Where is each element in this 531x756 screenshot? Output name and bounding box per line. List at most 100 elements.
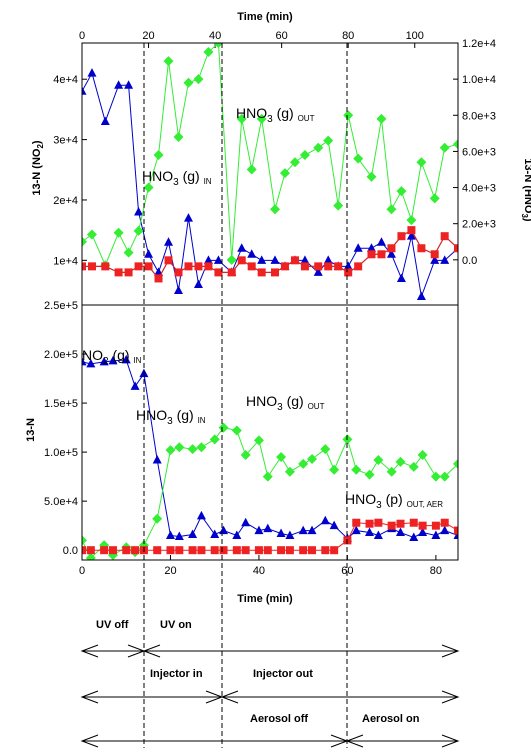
bottom-data-point — [166, 546, 175, 555]
top-data-point — [82, 236, 87, 247]
condition-arrowhead-left — [80, 734, 99, 748]
bottom-data-point — [240, 450, 251, 461]
ann-tail: IN — [133, 356, 141, 365]
top-data-point — [193, 74, 204, 85]
bottom-frame — [81, 304, 459, 561]
bottom-data-point — [174, 531, 184, 540]
top-data-point — [290, 256, 299, 265]
top-right-y-axis-title: 13-N (HNO3) — [520, 158, 531, 221]
bottom-data-point — [210, 529, 220, 538]
condition-arrowhead-left — [80, 690, 99, 704]
top-data-point — [333, 200, 344, 211]
top-data-point — [323, 135, 334, 146]
ann-after: (g) — [109, 347, 134, 363]
top-data-point — [279, 168, 290, 179]
top-data-point — [396, 273, 406, 282]
ann-after: (g) — [283, 393, 308, 409]
bottom-data-point — [386, 466, 397, 477]
bottom-data-point — [209, 434, 220, 445]
ann-sub: 3 — [267, 114, 273, 125]
top-plot-area — [82, 43, 458, 301]
bottom-data-point — [440, 525, 450, 535]
top-right-y-tick-label: 2.0e+3 — [462, 219, 496, 231]
top-data-point — [101, 262, 110, 271]
bottom-data-point — [241, 517, 251, 527]
bottom-data-point — [365, 527, 375, 537]
top-data-point — [343, 261, 353, 270]
annotation-hno3-in-top: HNO3 (g) IN — [142, 168, 212, 188]
bottom-data-point — [85, 553, 96, 560]
top-data-point — [237, 243, 247, 252]
top-data-point — [406, 215, 417, 226]
top-data-point — [123, 247, 134, 258]
bottom-data-point — [122, 546, 131, 555]
top-left-y-tick-label: 3e+4 — [53, 135, 78, 147]
top-data-point — [353, 243, 363, 252]
top-data-point — [406, 231, 416, 240]
bottom-data-point — [165, 445, 176, 456]
bottom-data-point — [231, 425, 242, 436]
bottom-data-point — [453, 458, 458, 469]
bottom-chart: 0204060800.05.0e+41.0e+51.5e+52.0e+52.5e… — [44, 300, 459, 577]
top-data-point — [82, 86, 87, 95]
top-data-point — [194, 262, 203, 271]
bottom-data-point — [263, 546, 272, 555]
bottom-data-point — [351, 525, 361, 535]
top-data-point — [164, 237, 174, 246]
bottom-data-point — [152, 513, 163, 524]
bottom-data-point — [298, 458, 309, 469]
ann-text: HNO — [345, 491, 376, 507]
bottom-data-point — [454, 526, 458, 535]
top-data-point — [247, 262, 256, 271]
bottom-data-point — [130, 381, 140, 390]
bottom-x-tick-label: 20 — [164, 565, 176, 577]
bottom-data-point — [188, 546, 197, 555]
top-data-point — [366, 171, 377, 182]
bottom-y-tick-label: 5.0e+4 — [44, 496, 78, 508]
bottom-data-point — [396, 519, 405, 528]
top-data-point — [416, 157, 427, 168]
top-data-point — [204, 262, 213, 271]
top-right-y-tick-label: 8.0e+3 — [462, 110, 496, 122]
bottom-data-point — [395, 456, 406, 467]
bottom-data-point — [431, 530, 441, 539]
top-data-point — [386, 249, 396, 258]
top-data-point — [183, 77, 194, 88]
bottom-data-point — [395, 527, 405, 537]
bottom-data-point — [196, 442, 207, 453]
bottom-data-point — [352, 518, 361, 527]
top-data-point — [154, 274, 163, 283]
bottom-data-point — [108, 355, 118, 365]
bottom-data-point — [253, 435, 264, 446]
ann-text: HNO — [136, 407, 167, 423]
ann-text: NO — [82, 347, 103, 363]
top-data-point — [323, 255, 333, 264]
top-data-point — [377, 250, 386, 259]
bottom-data-point — [321, 546, 330, 555]
top-data-point — [376, 237, 386, 246]
top-data-point — [183, 213, 193, 222]
bottom-x-axis-title: Time (min) — [237, 593, 293, 605]
top-data-point — [343, 110, 354, 121]
top-data-point — [153, 150, 164, 161]
top-data-point — [386, 204, 397, 215]
bottom-data-point — [299, 546, 308, 555]
top-right-y-tick-label: 1.2e+4 — [462, 38, 496, 50]
bottom-data-point — [329, 520, 339, 530]
bottom-data-point — [417, 450, 428, 461]
ann-after: (g) — [273, 105, 298, 121]
top-data-point — [313, 267, 323, 276]
top-data-point — [376, 113, 387, 124]
label-injector-in: Injector in — [150, 668, 203, 680]
top-data-point — [397, 232, 406, 241]
annotation-hno3-out-bottom: HNO3 (g) OUT — [246, 393, 325, 413]
bottom-data-point — [121, 354, 131, 364]
bottom-data-point — [254, 546, 263, 555]
bottom-data-point — [276, 452, 287, 463]
bottom-data-point — [374, 518, 383, 527]
top-data-point — [429, 193, 440, 204]
bottom-data-point — [218, 422, 229, 433]
bottom-data-point — [298, 525, 308, 535]
bottom-y-tick-label: 2.5e+5 — [44, 300, 78, 312]
